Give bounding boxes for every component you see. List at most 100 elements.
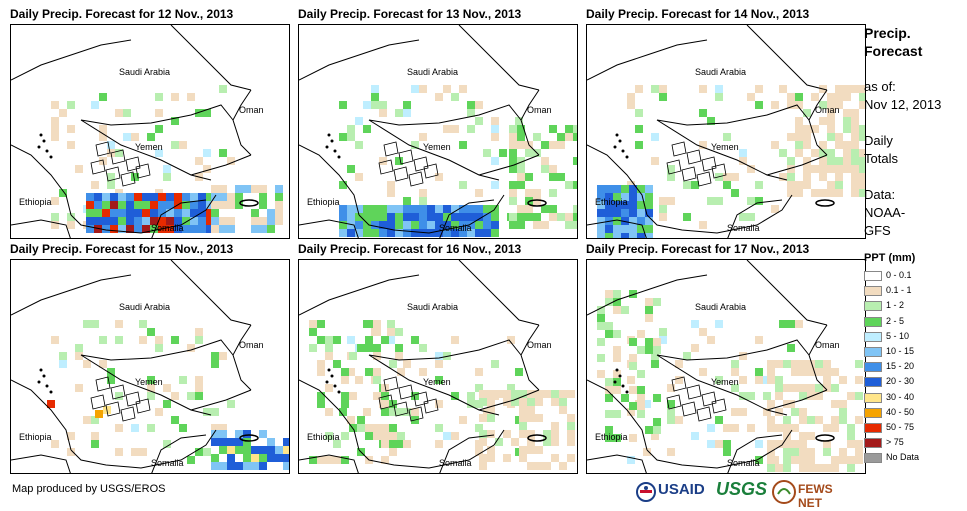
precip-cell xyxy=(799,392,807,400)
precip-cell xyxy=(357,344,365,352)
precip-cell xyxy=(195,336,203,344)
boundary-line xyxy=(358,429,505,469)
boundary-line xyxy=(80,119,212,181)
precip-cell xyxy=(509,141,517,149)
precip-cell xyxy=(645,233,653,238)
precip-cell xyxy=(219,430,227,438)
precip-cell xyxy=(51,336,59,344)
precip-cell xyxy=(791,424,799,432)
precip-cell xyxy=(467,205,475,213)
precip-cell xyxy=(459,85,467,93)
precip-cell xyxy=(503,454,511,462)
precip-cell xyxy=(387,336,395,344)
somalia-label: Somalia xyxy=(439,458,472,468)
precip-cell xyxy=(613,378,621,386)
precip-cell xyxy=(811,165,819,173)
governorate-outline xyxy=(711,398,727,414)
precip-cell xyxy=(839,376,847,384)
island-dot xyxy=(325,380,329,384)
precip-cell xyxy=(573,181,577,189)
precip-cell xyxy=(395,229,403,237)
precip-cell xyxy=(787,165,795,173)
precip-cell xyxy=(381,456,389,464)
precip-cell xyxy=(171,93,179,101)
precip-cell xyxy=(851,133,859,141)
precip-cell xyxy=(198,201,206,209)
boundary-line xyxy=(727,434,783,473)
precip-cell xyxy=(549,141,557,149)
precip-cell xyxy=(347,221,355,229)
precip-cell xyxy=(787,344,795,352)
precip-cell xyxy=(843,117,851,125)
precip-cell xyxy=(363,229,371,237)
precip-cell xyxy=(831,424,839,432)
precip-cell xyxy=(51,125,59,133)
precip-cell xyxy=(823,464,831,472)
precip-cell xyxy=(565,221,573,229)
precip-cell xyxy=(451,336,459,344)
precip-cell xyxy=(107,141,115,149)
legend-label: 50 - 75 xyxy=(886,422,915,432)
precip-cell xyxy=(275,209,283,217)
oman-label: Oman xyxy=(527,105,552,115)
precip-cell xyxy=(475,117,483,125)
precip-cell xyxy=(597,322,605,330)
precip-cell xyxy=(86,225,94,233)
governorate-outline xyxy=(393,401,409,417)
precip-cell xyxy=(637,233,645,238)
precip-cell xyxy=(771,141,779,149)
precip-cell xyxy=(783,456,791,464)
precip-cell xyxy=(142,193,150,201)
precip-cell xyxy=(267,454,275,462)
precip-cell xyxy=(691,181,699,189)
legend-swatch xyxy=(864,407,882,418)
precip-cell xyxy=(443,125,451,133)
precip-cell xyxy=(509,189,517,197)
precip-cell xyxy=(573,221,577,229)
precip-cell xyxy=(795,141,803,149)
precip-cell xyxy=(511,390,519,398)
boundary-line xyxy=(190,389,252,411)
precip-cell xyxy=(99,360,107,368)
precip-cell xyxy=(381,336,389,344)
precip-cell xyxy=(166,201,174,209)
precip-cell xyxy=(435,376,443,384)
precip-cell xyxy=(115,149,123,157)
precip-cell xyxy=(427,205,435,213)
legend-label: 1 - 2 xyxy=(886,300,905,311)
precip-cell xyxy=(91,432,99,440)
precip-cell xyxy=(51,101,59,109)
precip-cell xyxy=(559,398,567,406)
precip-cell xyxy=(835,165,843,173)
precip-cell xyxy=(491,117,499,125)
precip-cell xyxy=(783,440,791,448)
legend-title: PPT (mm) xyxy=(864,252,916,264)
precip-cell xyxy=(565,133,573,141)
boundary-line xyxy=(439,199,495,238)
precip-cell xyxy=(475,368,483,376)
governorate-outline xyxy=(398,149,414,165)
precip-cell xyxy=(533,221,541,229)
precip-cell xyxy=(613,370,621,378)
legend-swatch xyxy=(864,438,882,449)
panel-title: Daily Precip. Forecast for 15 Nov., 2013 xyxy=(10,242,234,256)
precip-cell xyxy=(147,376,155,384)
precip-cell xyxy=(551,398,559,406)
precip-cell xyxy=(283,454,289,462)
precip-cell xyxy=(707,117,715,125)
precip-cell xyxy=(371,213,379,221)
precip-cell xyxy=(211,352,219,360)
legend-swatch xyxy=(864,286,882,297)
boundary-line xyxy=(587,379,648,451)
saudi-arabia-label: Saudi Arabia xyxy=(119,302,171,312)
precip-cell xyxy=(739,392,747,400)
ethiopia-label: Ethiopia xyxy=(19,432,52,442)
precip-cell xyxy=(373,320,381,328)
precip-cell xyxy=(811,93,819,101)
precip-cell xyxy=(855,448,863,456)
precip-cell xyxy=(835,133,843,141)
precip-cell xyxy=(419,189,427,197)
precip-cell xyxy=(419,197,427,205)
precip-cell xyxy=(251,225,259,233)
precip-cell xyxy=(94,225,102,233)
